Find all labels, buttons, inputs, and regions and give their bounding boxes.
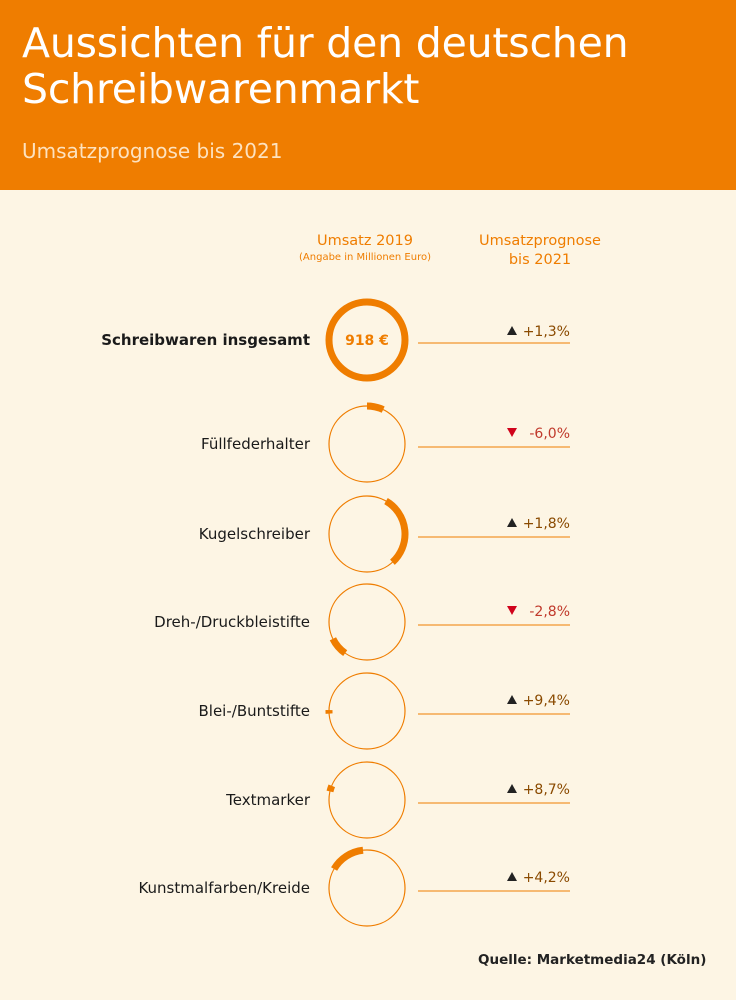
donut-ring-5 [328, 849, 406, 927]
column-header-forecast-line1: Umsatzprognose [479, 233, 601, 249]
column-header-revenue-note: (Angabe in Millionen Euro) [299, 252, 431, 263]
page-title: Aussichten für den deutschen Schreibware… [22, 20, 722, 112]
trend-arrow-1 [507, 518, 517, 527]
donut-segment-4 [326, 784, 336, 793]
donut-ring-3 [328, 672, 406, 750]
row-label-2: Dreh-/Druckbleistifte [154, 613, 310, 631]
donut-segment-0 [366, 402, 385, 413]
trend-arrow-total [507, 326, 517, 335]
forecast-value-2: -2,8% [529, 604, 570, 620]
trend-arrow-2 [507, 606, 517, 615]
column-header-revenue-title: Umsatz 2019 [317, 233, 413, 249]
header-banner: Aussichten für den deutschen Schreibware… [0, 0, 736, 190]
row-label-1: Kugelschreiber [199, 525, 311, 543]
donut-ring-4 [328, 761, 406, 839]
forecast-value-4: +8,7% [523, 782, 570, 798]
forecast-value-3: +9,4% [523, 693, 570, 709]
donut-ring-total [325, 298, 409, 382]
column-header-forecast: Umsatzprognose bis 2021 [450, 232, 630, 270]
forecast-value-1: +1,8% [523, 516, 570, 532]
donut-segment-5 [331, 846, 364, 871]
row-label-0: Füllfederhalter [201, 435, 311, 453]
trend-arrow-3 [507, 695, 517, 704]
forecast-value-total: +1,3% [523, 324, 570, 340]
donut-segment-2 [329, 637, 348, 656]
trend-arrow-4 [507, 784, 517, 793]
donut-segment-1 [384, 498, 409, 565]
row-label-5: Kunstmalfarben/Kreide [138, 879, 310, 897]
trend-arrow-0 [507, 428, 517, 437]
forecast-value-0: -6,0% [529, 426, 570, 442]
forecast-value-5: +4,2% [523, 870, 570, 886]
value-label-total: 918 € [345, 333, 389, 349]
donut-ring-2 [328, 583, 406, 661]
column-header-revenue: Umsatz 2019 (Angabe in Millionen Euro) [270, 232, 460, 265]
page-subtitle: Umsatzprognose bis 2021 [22, 139, 283, 163]
row-label-4: Textmarker [225, 791, 311, 809]
title-line-2: Schreibwarenmarkt [22, 65, 420, 113]
donut-ring-0 [328, 405, 406, 483]
row-label-total: Schreibwaren insgesamt [101, 331, 310, 349]
row-label-3: Blei-/Buntstifte [199, 702, 311, 720]
trend-arrow-5 [507, 872, 517, 881]
column-header-forecast-line2: bis 2021 [508, 252, 572, 268]
title-line-1: Aussichten für den deutschen [22, 19, 629, 67]
source-note: Quelle: Marketmedia24 (Köln) [478, 952, 707, 968]
